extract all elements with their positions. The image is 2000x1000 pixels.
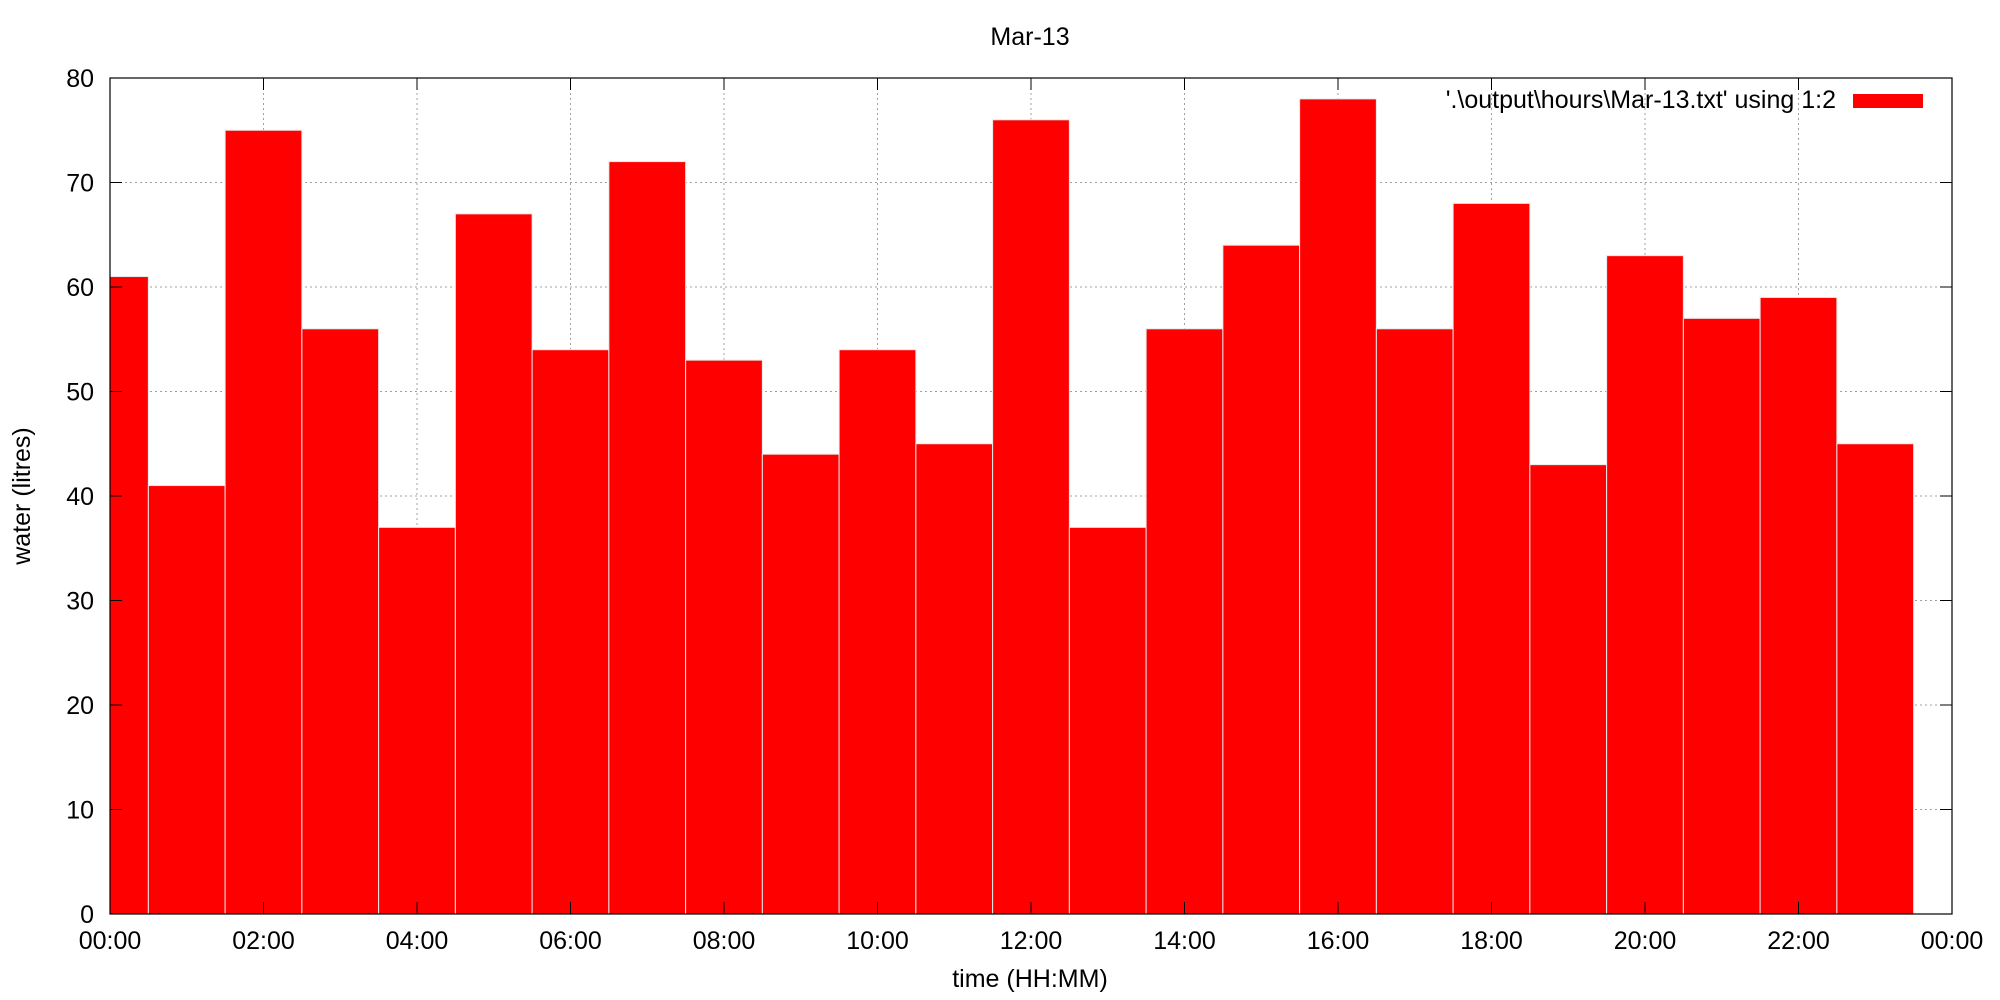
bar <box>608 161 687 915</box>
bar <box>1682 317 1761 915</box>
x-tick-label: 20:00 <box>1614 927 1677 955</box>
bar <box>992 119 1070 915</box>
x-axis-label: time (HH:MM) <box>952 965 1108 993</box>
y-tick-label: 80 <box>66 65 94 93</box>
bar <box>454 213 533 915</box>
bar <box>915 443 994 915</box>
bar <box>1606 255 1684 915</box>
y-tick-label: 70 <box>66 170 94 198</box>
x-tick-label: 10:00 <box>846 927 909 955</box>
ticks <box>109 77 1953 915</box>
x-tick-label: 22:00 <box>1767 927 1830 955</box>
bar <box>531 349 610 915</box>
chart-title: Mar-13 <box>990 23 1069 51</box>
legend-swatch <box>1853 94 1923 108</box>
x-tick-label: 00:00 <box>79 927 142 955</box>
bar <box>224 129 303 915</box>
bar <box>838 349 917 915</box>
x-tick-label: 06:00 <box>539 927 602 955</box>
bar <box>147 485 226 915</box>
legend-label: '.\output\hours\Mar-13.txt' using 1:2 <box>1446 86 1836 114</box>
bar <box>301 328 380 915</box>
bar <box>1145 328 1224 915</box>
x-tick-label: 12:00 <box>1000 927 1063 955</box>
y-tick-label: 60 <box>66 274 94 302</box>
y-tick-label: 10 <box>66 797 94 825</box>
bar <box>1836 443 1915 915</box>
x-tick-label: 18:00 <box>1460 927 1523 955</box>
bar <box>1759 296 1838 915</box>
bar <box>378 526 456 915</box>
bar <box>761 453 840 915</box>
x-tick-label: 16:00 <box>1307 927 1370 955</box>
legend: '.\output\hours\Mar-13.txt' using 1:2 <box>1446 86 1923 114</box>
bars <box>109 98 1915 915</box>
bar <box>685 359 763 915</box>
y-axis-label: water (litres) <box>8 427 36 566</box>
y-tick-label: 40 <box>66 483 94 511</box>
x-tick-labels: 00:00 02:00 04:00 06:00 08:00 10:00 12:00 14:00… <box>79 927 1984 955</box>
y-tick-label: 0 <box>80 901 94 929</box>
y-tick-label: 30 <box>66 588 94 616</box>
x-tick-label: 08:00 <box>693 927 756 955</box>
x-tick-label: 14:00 <box>1153 927 1216 955</box>
y-tick-label: 20 <box>66 692 94 720</box>
bar <box>1299 98 1377 915</box>
x-tick-label: 00:00 <box>1921 927 1984 955</box>
bar <box>1529 464 1608 915</box>
x-tick-label: 02:00 <box>232 927 295 955</box>
bar <box>1068 526 1147 915</box>
bar <box>1222 244 1301 915</box>
x-tick-label: 04:00 <box>386 927 449 955</box>
bar <box>1375 328 1454 915</box>
bar <box>1452 202 1531 915</box>
y-tick-label: 50 <box>66 379 94 407</box>
bar <box>109 276 149 915</box>
y-tick-labels: 0 10 20 30 40 50 60 70 80 <box>66 65 94 929</box>
